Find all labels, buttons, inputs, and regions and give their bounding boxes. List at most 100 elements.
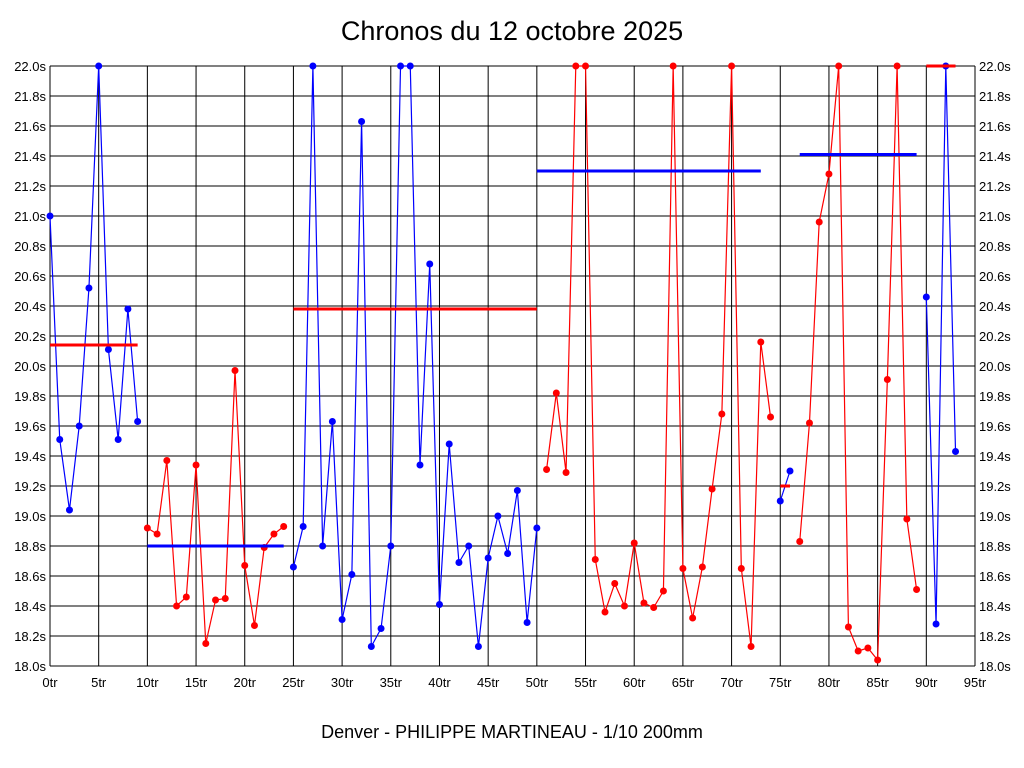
data-point: [650, 604, 658, 611]
y-tick-label-right: 19.6s: [979, 419, 1011, 434]
y-tick-label-left: 19.6s: [14, 419, 46, 434]
y-tick-label-left: 20.6s: [14, 269, 46, 284]
data-point: [883, 376, 891, 383]
data-point: [523, 619, 531, 626]
data-point: [620, 602, 628, 610]
data-point: [455, 559, 463, 566]
x-tick-label: 35tr: [380, 675, 403, 690]
data-point: [815, 218, 823, 226]
data-point: [494, 512, 502, 520]
y-tick-label-right: 18.2s: [979, 629, 1011, 644]
y-tick-label-right: 20.0s: [979, 359, 1011, 374]
data-point: [465, 542, 473, 550]
data-point: [56, 436, 64, 443]
data-point: [250, 622, 258, 629]
x-tick-label: 5tr: [91, 675, 107, 690]
data-point: [582, 62, 590, 70]
y-tick-label-left: 18.2s: [14, 629, 46, 644]
data-point: [669, 62, 677, 70]
y-tick-label-left: 21.2s: [14, 179, 46, 194]
y-tick-label-left: 18.4s: [14, 599, 46, 614]
data-point: [543, 466, 551, 473]
data-point: [747, 643, 755, 650]
data-point: [182, 593, 190, 601]
data-point: [913, 586, 921, 593]
data-point: [533, 524, 541, 532]
y-tick-label-right: 21.2s: [979, 179, 1011, 194]
data-point: [406, 62, 414, 70]
data-point: [767, 413, 775, 421]
data-point: [445, 440, 453, 448]
data-point: [552, 389, 560, 397]
y-tick-label-left: 21.8s: [14, 89, 46, 104]
data-point: [289, 563, 297, 571]
data-point: [513, 487, 521, 494]
x-tick-label: 25tr: [282, 675, 305, 690]
y-tick-label-right: 22.0s: [979, 59, 1011, 74]
x-tick-label: 15tr: [185, 675, 208, 690]
y-tick-label-right: 18.0s: [979, 659, 1011, 674]
data-point: [426, 260, 434, 268]
y-tick-label-right: 19.8s: [979, 389, 1011, 404]
data-point: [864, 644, 872, 652]
data-point: [932, 620, 940, 628]
data-point: [212, 596, 220, 604]
data-point: [893, 62, 901, 70]
data-point: [611, 580, 619, 587]
y-tick-label-left: 18.8s: [14, 539, 46, 554]
data-point: [435, 601, 443, 608]
data-point: [114, 436, 122, 443]
x-tick-label: 45tr: [477, 675, 500, 690]
y-tick-label-right: 18.8s: [979, 539, 1011, 554]
y-tick-label-left: 21.4s: [14, 149, 46, 164]
data-point: [387, 542, 395, 550]
data-point: [474, 643, 482, 650]
data-point: [874, 656, 882, 664]
data-point: [659, 587, 667, 595]
data-point: [104, 346, 112, 353]
x-tick-label: 10tr: [136, 675, 159, 690]
x-tick-label: 60tr: [623, 675, 646, 690]
y-tick-label-right: 21.0s: [979, 209, 1011, 224]
x-tick-label: 65tr: [672, 675, 695, 690]
y-tick-label-left: 19.4s: [14, 449, 46, 464]
x-tick-label: 20tr: [234, 675, 257, 690]
data-point: [679, 565, 687, 572]
series-line: [545, 65, 772, 647]
y-tick-label-right: 20.8s: [979, 239, 1011, 254]
data-point: [309, 62, 317, 70]
data-point: [952, 448, 960, 455]
x-tick-label: 30tr: [331, 675, 354, 690]
data-point: [796, 538, 804, 545]
data-point: [825, 170, 833, 178]
y-tick-label-left: 19.8s: [14, 389, 46, 404]
y-tick-label-left: 18.6s: [14, 569, 46, 584]
data-point: [854, 647, 862, 655]
data-point: [319, 542, 327, 550]
y-tick-label-right: 21.4s: [979, 149, 1011, 164]
y-tick-label-left: 19.0s: [14, 509, 46, 524]
data-point: [173, 602, 181, 610]
data-point: [562, 469, 570, 476]
y-tick-label-right: 19.4s: [979, 449, 1011, 464]
x-tick-label: 55tr: [574, 675, 597, 690]
series-line: [49, 65, 139, 511]
data-point: [202, 640, 210, 647]
data-point: [591, 556, 599, 563]
data-point: [358, 118, 366, 125]
data-point: [299, 523, 307, 530]
data-point: [270, 530, 278, 538]
data-point: [835, 62, 843, 70]
data-point: [757, 338, 765, 346]
data-point: [75, 422, 83, 430]
data-point: [397, 62, 405, 70]
data-point: [134, 418, 142, 425]
y-tick-label-right: 20.6s: [979, 269, 1011, 284]
y-tick-label-left: 21.0s: [14, 209, 46, 224]
x-tick-label: 70tr: [720, 675, 743, 690]
y-tick-label-left: 20.0s: [14, 359, 46, 374]
x-tick-label: 80tr: [818, 675, 841, 690]
data-point: [85, 284, 93, 292]
data-point: [728, 62, 736, 70]
